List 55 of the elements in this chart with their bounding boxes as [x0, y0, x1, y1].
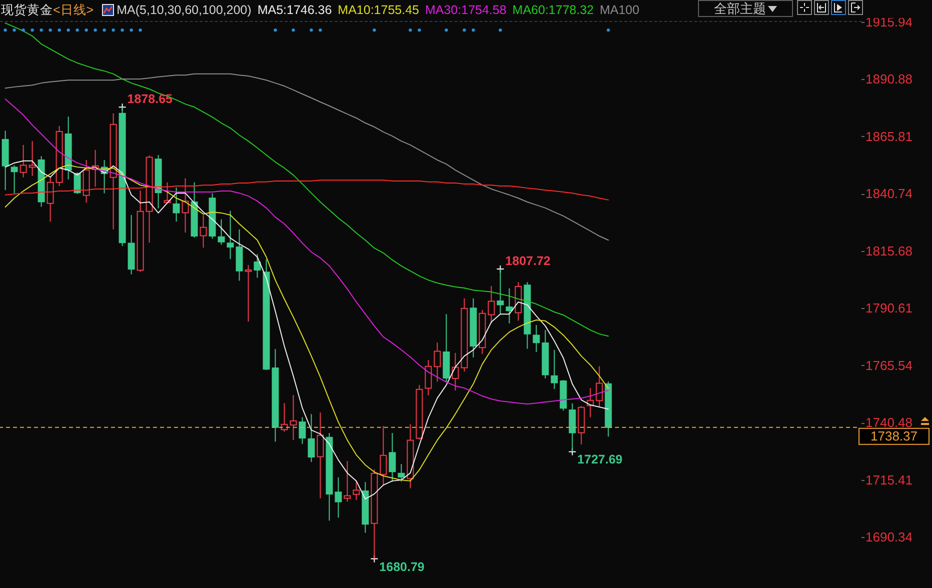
candlestick: [218, 218, 225, 246]
candlestick: [380, 425, 387, 486]
candlestick: [532, 324, 540, 352]
candlestick: [352, 480, 360, 501]
candlestick: [290, 394, 297, 441]
y-tick-label: 1740.48: [866, 415, 912, 430]
candlestick: [236, 228, 243, 282]
candlestick: [28, 140, 36, 176]
candlestick: [10, 164, 18, 194]
y-tick-label: 1690.34: [866, 530, 912, 545]
text: MA5:1746.36: [257, 3, 332, 17]
candlestick: [46, 176, 54, 222]
annotation: 1807.72: [505, 254, 551, 268]
candlestick: [20, 144, 27, 178]
candlestick: [334, 476, 342, 518]
y-tick-label: 1790.61: [866, 300, 912, 316]
text: MA100: [600, 3, 640, 17]
candlestick: [200, 214, 207, 248]
text: MA60:1778.32: [512, 3, 594, 17]
candlestick: [298, 416, 306, 444]
line-series: [4, 73, 609, 241]
candlestick: [254, 254, 261, 278]
candlestick: [388, 432, 396, 482]
y-tick-label: 1865.81: [866, 128, 912, 144]
candlestick: [398, 464, 405, 482]
annotation: 1878.65: [127, 92, 173, 106]
y-tick-label: 1715.41: [866, 472, 912, 488]
text: MA30:1754.58: [425, 3, 506, 17]
legend-title: MA(5,10,30,60,100,200): [116, 3, 252, 17]
candlestick: [344, 460, 351, 502]
y-tick-label: 1840.74: [866, 186, 912, 202]
candlestick: [434, 342, 441, 382]
chart-title: 现货黄金: [1, 2, 53, 18]
candlestick: [424, 359, 432, 396]
line-series: [4, 22, 609, 337]
candlestick: [226, 210, 234, 260]
candlestick: [488, 285, 495, 324]
y-tick-label: 1765.54: [866, 358, 912, 373]
text: 全部主题: [714, 1, 766, 16]
ref-line-label: 1738.37: [870, 428, 918, 444]
annotation: 1680.79: [379, 560, 425, 574]
candlestick: [172, 186, 180, 222]
chart-subtitle: <日线>: [53, 2, 94, 18]
candlestick: [596, 366, 603, 408]
annotation: 1727.69: [577, 452, 623, 467]
candlestick: [244, 264, 252, 322]
text: MA10:1755.45: [338, 3, 420, 17]
candlestick: [550, 349, 558, 390]
candlestick: [506, 288, 513, 324]
y-tick-label: 1890.88: [866, 72, 912, 87]
y-tick-label: 1815.68: [866, 243, 912, 258]
candlestick: [452, 352, 459, 392]
candlestick: [308, 414, 315, 462]
candlestick: [316, 412, 324, 499]
candlestick: [182, 178, 189, 234]
